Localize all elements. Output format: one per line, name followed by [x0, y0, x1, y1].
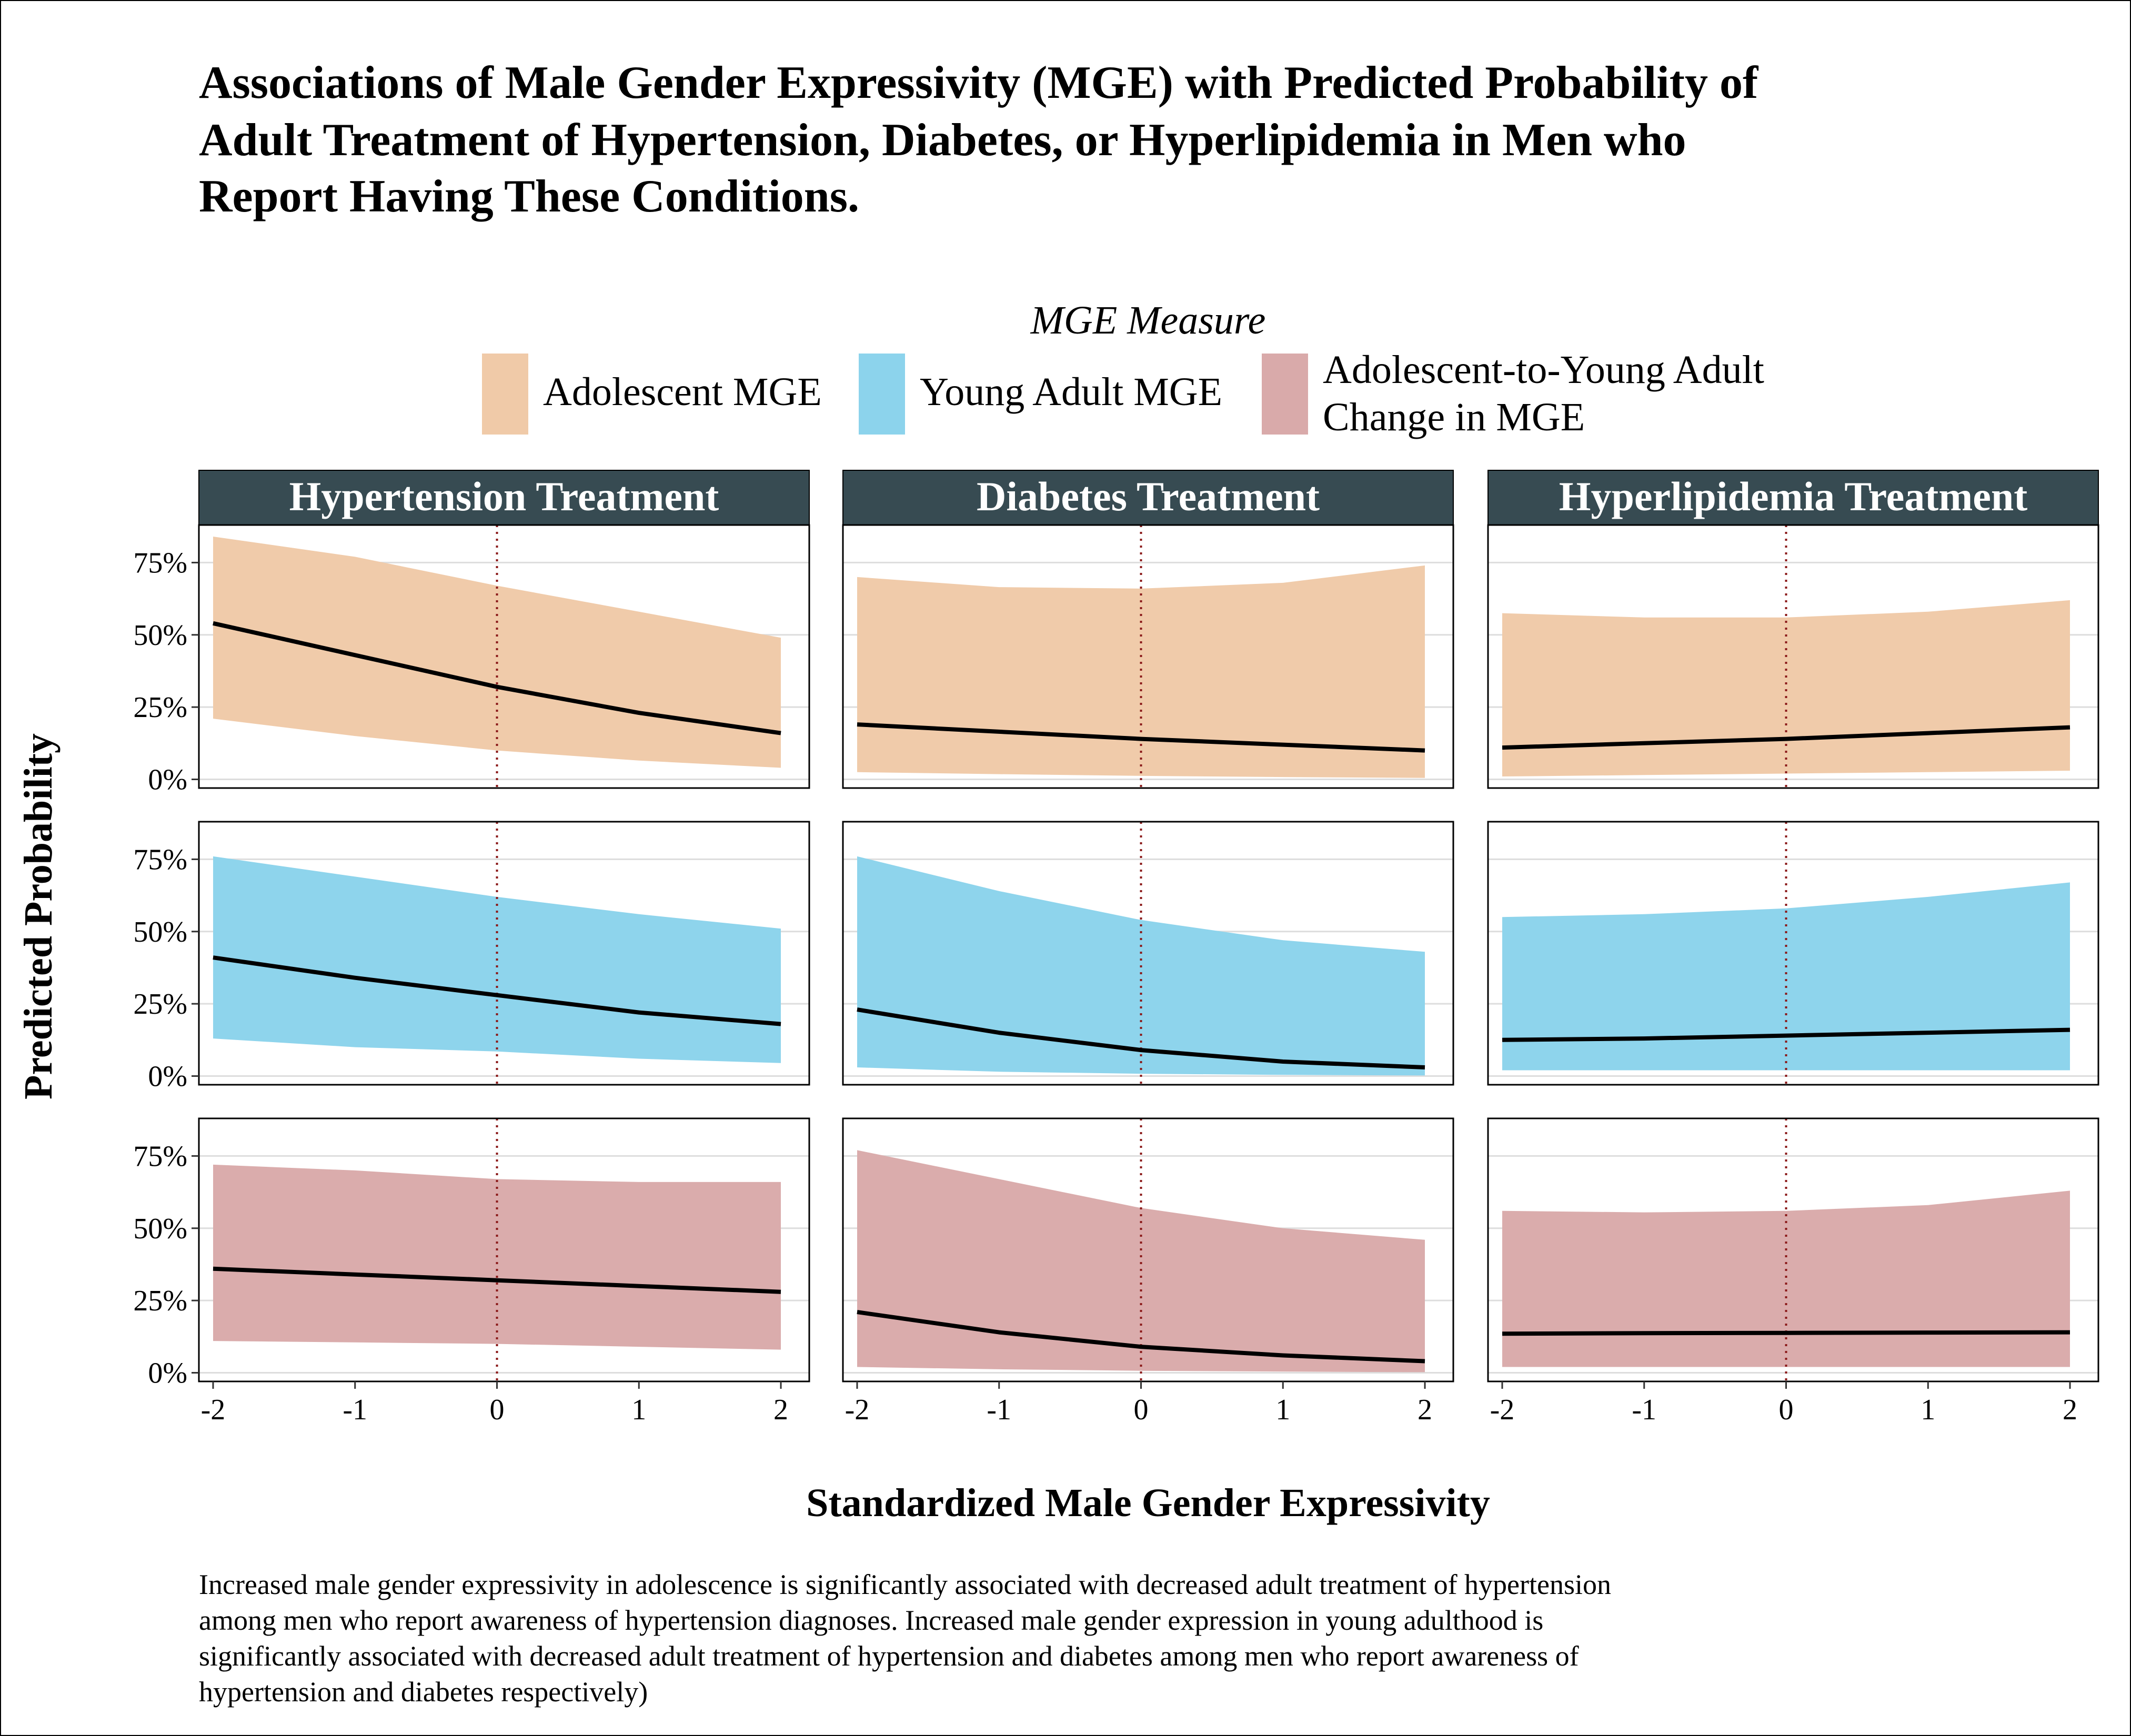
- facet-strip-hyperlipidemia-treatment: [1487, 470, 2099, 526]
- estimate-line: [213, 955, 781, 1026]
- y-tick-label: 50%: [133, 1213, 187, 1245]
- legend-key-young-adult-mge: [859, 354, 905, 435]
- estimate-line: [857, 1007, 1425, 1069]
- legend-key-adolescent-mge: [482, 354, 528, 435]
- facet-panels: [198, 524, 2099, 1382]
- x-tick-label: 2: [773, 1394, 788, 1426]
- estimate-line: [857, 1310, 1425, 1364]
- panel-border: [198, 821, 810, 1086]
- x-tick-label: 0: [1134, 1394, 1149, 1426]
- panel-diabetes-treatment-young-adult-mge: [842, 821, 1454, 1086]
- panel-border: [842, 524, 1454, 789]
- estimate-line: [1502, 1330, 2070, 1336]
- estimate-line: [213, 621, 781, 735]
- panel-diabetes-treatment-adolescent-mge: [842, 524, 1454, 789]
- facet-strip-hypertension-treatment: [198, 470, 810, 526]
- legend-label-young-adult-mge: Young Adult MGE: [920, 370, 1222, 414]
- caption-line-3: significantly associated with decreased …: [199, 1640, 1579, 1672]
- estimate-line: [1502, 1027, 2070, 1042]
- y-tick-label: 75%: [133, 1140, 187, 1173]
- confidence-band: [857, 1150, 1425, 1372]
- panel-hyperlipidemia-treatment-adolescent-to-young-adult-change-in-mge: [1487, 1117, 2099, 1382]
- chart-title-line-3: Report Having These Conditions.: [199, 171, 859, 222]
- confidence-band: [1502, 1190, 2070, 1367]
- panel-border: [198, 1117, 810, 1382]
- facet-strips: Hypertension Treatment Diabetes Treatment…: [198, 470, 2099, 526]
- panel-border: [1487, 1117, 2099, 1382]
- y-tick-label: 0%: [148, 764, 187, 796]
- x-tick-label: 1: [1921, 1394, 1935, 1426]
- legend: MGE Measure Adolescent MGE Young Adult M…: [482, 298, 1764, 439]
- x-tick-label: -2: [1490, 1394, 1515, 1426]
- panel-hypertension-treatment-adolescent-to-young-adult-change-in-mge: [198, 1117, 810, 1382]
- caption-line-1: Increased male gender expressivity in ad…: [199, 1569, 1611, 1600]
- legend-label-change-in-mge-line-2: Change in MGE: [1323, 395, 1585, 439]
- y-tick-label: 0%: [148, 1061, 187, 1093]
- panel-border: [1487, 821, 2099, 1086]
- caption-line-4: hypertension and diabetes respectively): [199, 1676, 648, 1708]
- x-tick-label: 1: [1275, 1394, 1290, 1426]
- x-tick-label: 2: [2063, 1394, 2077, 1426]
- facet-strip-diabetes-treatment: [842, 470, 1454, 526]
- panel-hypertension-treatment-adolescent-mge: [198, 524, 810, 789]
- legend-label-change-in-mge-line-1: Adolescent-to-Young Adult: [1323, 348, 1764, 392]
- y-tick-label: 50%: [133, 916, 187, 948]
- caption: Increased male gender expressivity in ad…: [199, 1569, 1611, 1708]
- confidence-band: [213, 537, 781, 768]
- y-axis-title: Predicted Probability: [16, 733, 61, 1099]
- chart-title: Associations of Male Gender Expressivity…: [199, 57, 1759, 222]
- estimate-line: [1502, 725, 2070, 750]
- legend-key-change-in-mge: [1262, 354, 1308, 435]
- x-tick-label: -1: [1632, 1394, 1656, 1426]
- panel-border: [1487, 524, 2099, 789]
- facet-strip-label-diabetes-treatment: Diabetes Treatment: [977, 473, 1320, 519]
- x-tick-label: -2: [845, 1394, 870, 1426]
- panel-hypertension-treatment-young-adult-mge: [198, 821, 810, 1086]
- confidence-band: [1502, 600, 2070, 776]
- caption-line-2: among men who report awareness of hypert…: [199, 1604, 1543, 1636]
- y-tick-label: 25%: [133, 988, 187, 1021]
- legend-label-adolescent-mge: Adolescent MGE: [543, 370, 822, 414]
- x-tick-label: -1: [987, 1394, 1011, 1426]
- x-tick-label: 0: [1779, 1394, 1794, 1426]
- panel-hyperlipidemia-treatment-young-adult-mge: [1487, 821, 2099, 1086]
- x-tick-label: 1: [631, 1394, 646, 1426]
- x-axes: -2 -1 0 1 2 -2 -1 0 1 2 -2 -1 0 1 2: [201, 1381, 2077, 1426]
- chart-title-line-2: Adult Treatment of Hypertension, Diabete…: [199, 115, 1686, 166]
- y-tick-label: 75%: [133, 547, 187, 579]
- x-axis-title: Standardized Male Gender Expressivity: [806, 1481, 1490, 1525]
- y-tick-label: 25%: [133, 691, 187, 724]
- panel-hyperlipidemia-treatment-adolescent-mge: [1487, 524, 2099, 789]
- y-tick-label: 0%: [148, 1357, 187, 1390]
- confidence-band: [1502, 882, 2070, 1071]
- y-tick-label: 25%: [133, 1285, 187, 1317]
- chart-title-line-1: Associations of Male Gender Expressivity…: [199, 57, 1759, 108]
- y-tick-label: 75%: [133, 843, 187, 876]
- facet-strip-label-hyperlipidemia-treatment: Hyperlipidemia Treatment: [1559, 473, 2027, 519]
- x-tick-label: -2: [201, 1394, 226, 1426]
- x-tick-label: 0: [490, 1394, 505, 1426]
- estimate-line: [857, 722, 1425, 753]
- panel-border: [842, 1117, 1454, 1382]
- panel-border: [198, 524, 810, 789]
- y-tick-label: 50%: [133, 619, 187, 652]
- facet-strip-label-hypertension-treatment: Hypertension Treatment: [289, 473, 719, 519]
- y-axes: 0% 25% 50% 75% 0% 25% 50% 75% 0% 25% 50% 75%: [133, 547, 199, 1390]
- legend-title: MGE Measure: [1030, 298, 1266, 342]
- x-tick-label: -1: [343, 1394, 367, 1426]
- panel-diabetes-treatment-adolescent-to-young-adult-change-in-mge: [842, 1117, 1454, 1382]
- panel-border: [842, 821, 1454, 1086]
- confidence-band: [857, 565, 1425, 778]
- x-tick-label: 2: [1418, 1394, 1432, 1426]
- estimate-line: [213, 1266, 781, 1294]
